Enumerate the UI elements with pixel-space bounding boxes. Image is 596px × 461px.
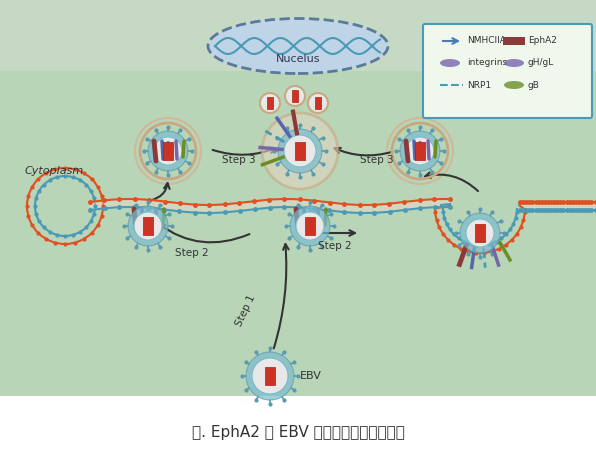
Text: EBV: EBV: [300, 371, 322, 381]
Text: Step 1: Step 1: [234, 294, 257, 328]
Bar: [305, 217, 315, 235]
Bar: [0, 71, 596, 401]
Text: gB: gB: [528, 81, 540, 89]
Circle shape: [252, 358, 288, 394]
Circle shape: [246, 352, 294, 400]
Circle shape: [290, 206, 330, 246]
Ellipse shape: [504, 59, 524, 67]
Ellipse shape: [440, 59, 460, 67]
Circle shape: [466, 219, 494, 247]
Bar: [295, 142, 305, 160]
FancyBboxPatch shape: [423, 24, 592, 118]
Text: EphA2: EphA2: [528, 36, 557, 46]
Circle shape: [284, 135, 316, 167]
Text: Step 3: Step 3: [360, 155, 393, 165]
Bar: [503, 37, 525, 45]
Ellipse shape: [208, 18, 388, 73]
Text: Step 2: Step 2: [175, 248, 209, 258]
Bar: [415, 142, 425, 160]
Polygon shape: [89, 199, 450, 213]
Bar: [265, 367, 275, 385]
Polygon shape: [520, 202, 596, 210]
Circle shape: [148, 131, 188, 171]
Circle shape: [400, 131, 440, 171]
Circle shape: [278, 129, 322, 173]
Circle shape: [285, 86, 305, 106]
Text: gH/gL: gH/gL: [528, 59, 554, 67]
Circle shape: [134, 212, 162, 240]
Circle shape: [460, 213, 500, 253]
Circle shape: [406, 137, 434, 165]
Circle shape: [308, 93, 328, 113]
Bar: [0, 396, 596, 461]
Text: integrins: integrins: [467, 59, 507, 67]
Bar: [267, 97, 273, 109]
Bar: [292, 90, 298, 102]
Circle shape: [296, 212, 324, 240]
Text: NRP1: NRP1: [467, 81, 491, 89]
Text: 图. EphA2 在 EBV 感染上皮细胞中的作用: 图. EphA2 在 EBV 感染上皮细胞中的作用: [191, 426, 405, 441]
Text: Nucelus: Nucelus: [276, 54, 320, 64]
Text: NMHCIIA: NMHCIIA: [467, 36, 506, 46]
Circle shape: [154, 137, 182, 165]
Ellipse shape: [504, 81, 524, 89]
Text: Step 3: Step 3: [222, 155, 256, 165]
Bar: [475, 224, 485, 242]
Bar: [163, 142, 173, 160]
Text: Step 2: Step 2: [318, 241, 352, 251]
Text: Cytoplasm: Cytoplasm: [25, 166, 84, 176]
Circle shape: [262, 113, 338, 189]
Bar: [143, 217, 153, 235]
Circle shape: [128, 206, 168, 246]
Bar: [315, 97, 321, 109]
Circle shape: [260, 93, 280, 113]
